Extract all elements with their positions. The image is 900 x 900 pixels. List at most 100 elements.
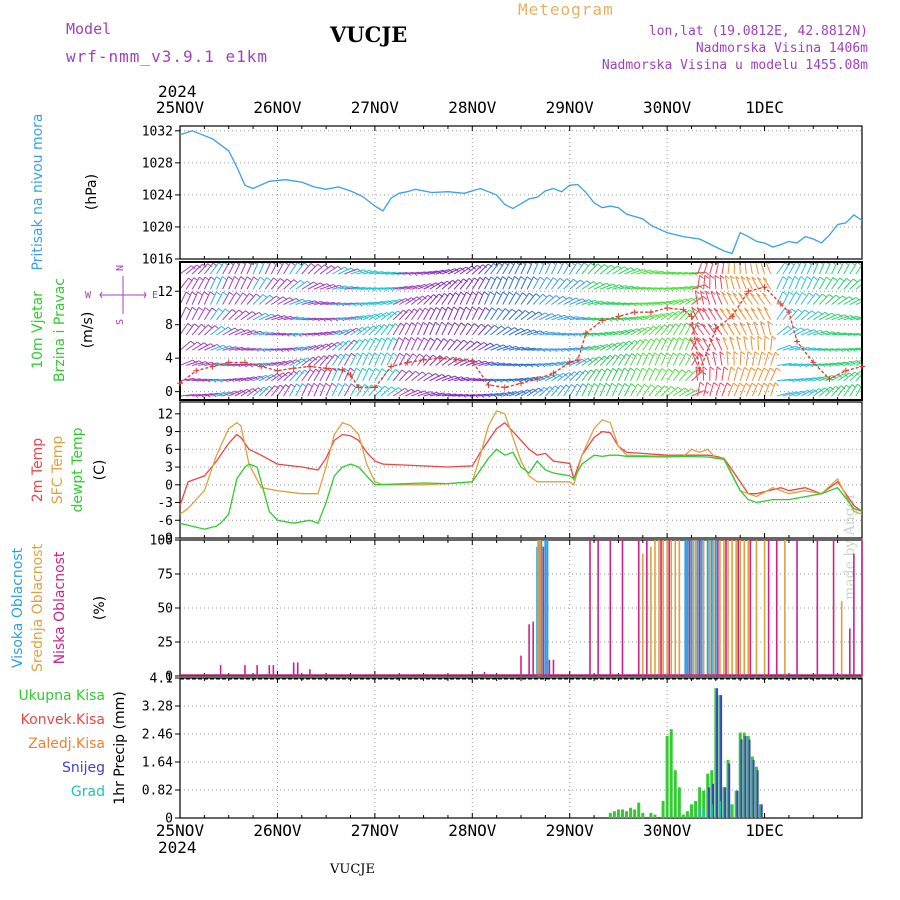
wind-barb-flag [629,367,635,372]
wind-barb-flag [654,367,660,372]
wind-barb [855,264,862,275]
wind-barb-flag [720,382,725,387]
wind-barb [642,325,655,336]
wind-barb [301,345,316,351]
wind-barb [606,284,620,290]
wind-barb-flag [636,352,642,357]
wind-barb [726,322,735,336]
wind-barb-flag [740,275,746,280]
wind-barb [338,302,353,305]
wind-barb [699,290,705,305]
wind-barb [192,393,207,397]
wind-barb-flag [678,337,684,341]
wind-barb [719,308,729,321]
wind-barb [624,316,639,321]
wind-barb [411,271,426,275]
wind-barb [710,291,717,305]
wind-barb-flag [522,292,527,297]
y-tick-label: 8 [165,318,173,333]
wind-barb [295,383,303,397]
wind-barb [755,292,765,305]
wind-barb [502,363,517,366]
wind-barb-flag [749,292,755,297]
wind-barb [502,378,517,382]
wind-barb [496,308,506,321]
wind-barb-flag [601,368,606,373]
wind-speed-point [323,365,330,372]
wind-barb-flag [526,276,532,281]
wind-barb [198,393,213,397]
wind-barb-flag [826,276,831,281]
wind-barb-flag [733,322,738,327]
wind-barb [271,332,286,336]
wind-barb-flag [789,344,795,349]
wind-barb-flag [514,276,519,280]
wind-barb [721,366,725,381]
wind-barb [695,323,705,336]
wind-barb [708,337,717,351]
wind-barb [344,327,357,336]
wind-barb [745,276,753,290]
wind-barb [606,302,621,305]
wind-barb-flag [756,292,761,297]
wind-barb-flag [599,382,605,387]
wind-barb [550,262,558,275]
wind-barb [429,373,443,382]
wind-barb [654,287,669,290]
wind-barb-flag [730,366,736,371]
wind-barb [593,343,607,351]
wind-barb-flag [349,367,355,372]
wind-barb [593,282,607,290]
wind-barb-flag [460,322,466,327]
wind-barb [198,343,211,351]
series-sfc-temp [179,410,863,515]
wind-barb-flag [582,383,587,388]
wind-barb-flag [290,383,296,388]
wind-barb-flag [762,277,768,281]
wind-barb [679,388,692,397]
wind-barb [520,329,535,336]
wind-barb-flag [667,337,672,342]
wind-barb [612,341,624,351]
wind-barb-flag [555,295,561,299]
wind-barb [344,315,359,321]
wind-barb [191,324,202,336]
wind-barb [283,383,292,397]
wind-barb [788,346,803,351]
wind-speed-point [388,363,395,370]
wind-barb [258,262,266,275]
wind-speed-point [550,370,557,377]
wind-barb-flag [593,382,599,387]
wind-barb [234,347,249,351]
wind-barb [197,276,206,290]
wind-barb [185,277,195,290]
wind-barb [283,347,298,351]
wind-barb-flag [733,351,739,355]
wind-barb-flag [631,353,636,357]
wind-barb-flag [454,322,459,326]
wind-barb-flag [870,333,874,336]
wind-barb [502,345,517,351]
wind-barb [599,283,614,290]
wind-barb [319,368,328,381]
wind-barb-flag [568,372,574,376]
wind-barb [745,367,752,381]
wind-barb-flag [832,277,838,281]
wind-barb [581,357,594,366]
wind-barb [705,290,711,305]
model-label: Model [66,20,112,38]
wind-barb-flag [288,371,293,376]
wind-barb-flag [405,352,411,357]
wind-barb-flag [655,337,661,342]
wind-barb [490,325,502,336]
y-tick-label: 0.82 [142,784,173,799]
wind-barb [228,276,235,290]
wind-barb [319,265,332,275]
wind-barb [514,276,522,290]
wind-barb [715,291,723,305]
ylabel-temp2m: 2m Temp [30,438,46,502]
wind-barb-flag [875,300,879,303]
wind-barb [557,315,572,321]
wind-barb-flag [630,383,636,388]
wind-barb-flag [391,386,396,391]
